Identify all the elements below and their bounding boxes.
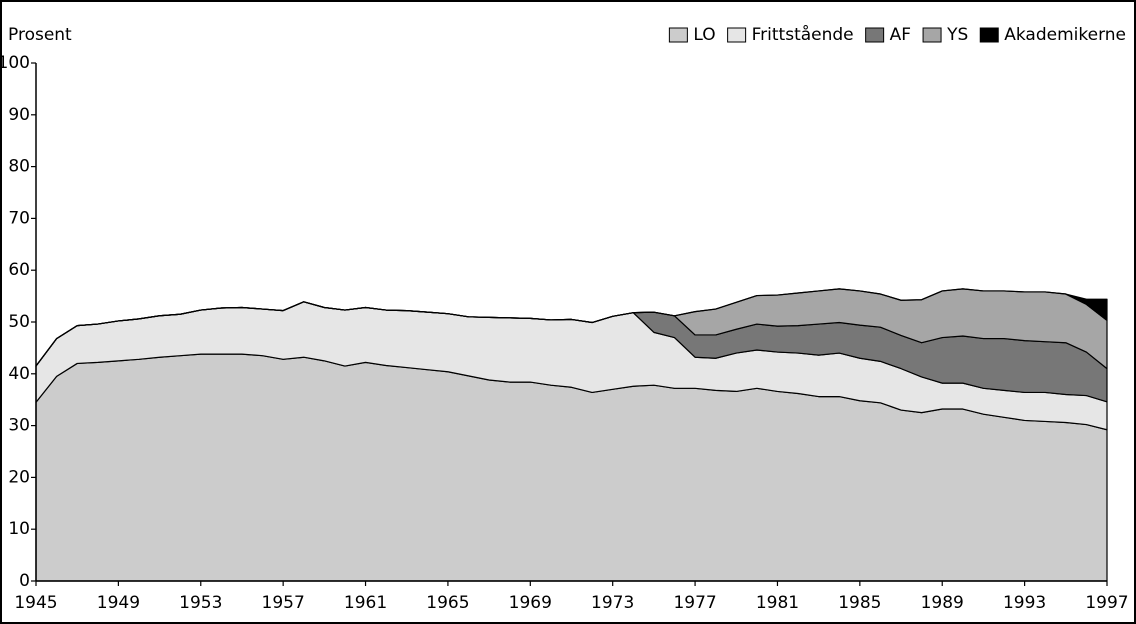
x-tick-label: 1973 (591, 593, 634, 613)
x-tick-label: 1993 (1003, 593, 1046, 613)
y-tick-label: 30 (8, 416, 30, 436)
x-tick-label: 1969 (509, 593, 552, 613)
x-tick-label: 1953 (179, 593, 222, 613)
legend-swatch (727, 27, 747, 43)
x-tick-label: 1977 (673, 593, 716, 613)
legend-label: LO (693, 25, 715, 45)
legend-swatch (979, 27, 999, 43)
y-tick-label: 60 (8, 260, 30, 280)
legend-label: Frittstående (752, 24, 854, 45)
legend-label: Akademikerne (1004, 25, 1126, 45)
y-tick-label: 10 (8, 519, 30, 539)
legend-swatch (865, 27, 885, 43)
y-axis-label: Prosent (8, 25, 72, 45)
y-tick-label: 40 (8, 364, 30, 384)
y-tick-label: 80 (8, 157, 30, 177)
y-tick-label: 70 (8, 208, 30, 228)
area (35, 288, 1108, 367)
x-tick-label: 1945 (14, 593, 57, 613)
legend-swatch (668, 27, 688, 43)
y-tick-label: 90 (8, 105, 30, 125)
x-tick-label: 1981 (756, 593, 799, 613)
legend-swatch (922, 27, 942, 43)
x-tick-label: 1997 (1085, 593, 1128, 613)
x-tick-label: 1949 (97, 593, 140, 613)
y-tick-label: 0 (19, 571, 30, 591)
x-tick-label: 1965 (426, 593, 469, 613)
x-tick-label: 1989 (921, 593, 964, 613)
y-tick-label: 100 (0, 53, 30, 73)
legend-label: YS (946, 25, 968, 45)
x-tick-label: 1957 (262, 593, 305, 613)
legend-label: AF (890, 25, 911, 45)
x-tick-label: 1961 (344, 593, 387, 613)
x-tick-label: 1985 (838, 593, 881, 613)
y-tick-label: 20 (8, 467, 30, 487)
y-tick-label: 50 (8, 312, 30, 332)
legend: Akademikerne YS AF Frittstående LO (668, 24, 1126, 45)
